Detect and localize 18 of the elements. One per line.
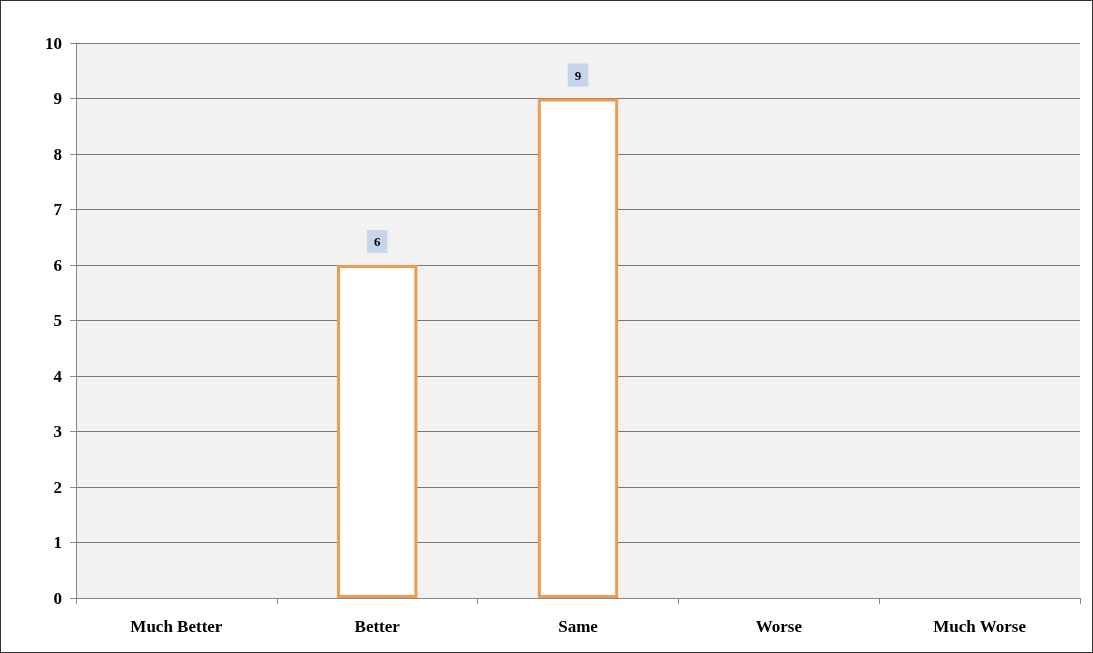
y-tick-label: 7: [53, 200, 63, 219]
y-tick-label: 5: [53, 311, 62, 330]
y-tick-label: 6: [53, 255, 62, 275]
y-tick-label: 1: [53, 533, 62, 552]
y-tick-label: 2: [53, 477, 62, 497]
y-tick-label: 9: [53, 89, 62, 108]
y-tick-label: 4: [53, 366, 63, 386]
data-label: 6: [373, 234, 381, 249]
x-tick-label: Much Better: [130, 617, 223, 636]
data-label: 9: [574, 67, 582, 83]
y-tick-label: 8: [53, 144, 62, 164]
x-tick-label: Better: [354, 617, 401, 636]
y-tick-label: 10: [45, 33, 62, 53]
x-tick-label: Much Worse: [933, 617, 1027, 636]
y-tick-label: 0: [53, 588, 62, 608]
x-tick-label: Worse: [755, 617, 803, 636]
y-tick-label: 3: [53, 422, 62, 441]
x-tick-label: Same: [558, 617, 599, 636]
